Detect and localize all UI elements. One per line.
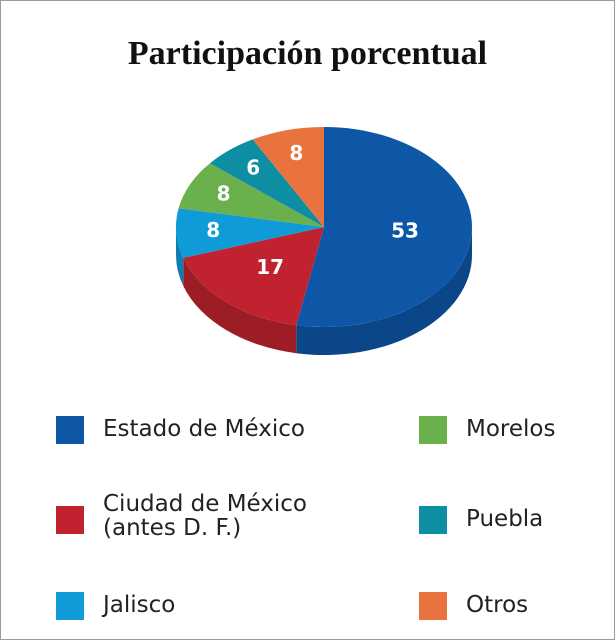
slice [209,139,324,227]
legend-label: Puebla [466,506,544,532]
slice-side [183,257,297,354]
data-label: 53 [391,219,419,243]
legend-label: Otros [466,592,529,618]
data-label: 8 [206,218,220,242]
data-label: 8 [217,182,231,206]
slice [178,163,324,227]
slice [183,227,324,326]
legend-swatch [56,506,84,534]
legend-label: Ciudad de México (antes D. F.) [103,491,308,541]
data-label: 6 [246,156,260,180]
slice [252,127,324,227]
legend-swatch [419,592,447,620]
chart-title: Participación porcentual [127,35,488,72]
legend-swatch [419,416,447,444]
legend-label: Jalisco [103,592,176,618]
legend-swatch [419,506,447,534]
slice [296,127,473,327]
legend-swatch [56,592,84,620]
legend-label: Morelos [466,416,556,442]
slice-side [176,227,184,286]
data-label: 17 [256,255,284,279]
slice [176,208,324,258]
legend-swatch [56,416,84,444]
slice-side [296,227,472,355]
legend-label: Estado de México [103,416,305,442]
data-label: 8 [289,141,303,165]
